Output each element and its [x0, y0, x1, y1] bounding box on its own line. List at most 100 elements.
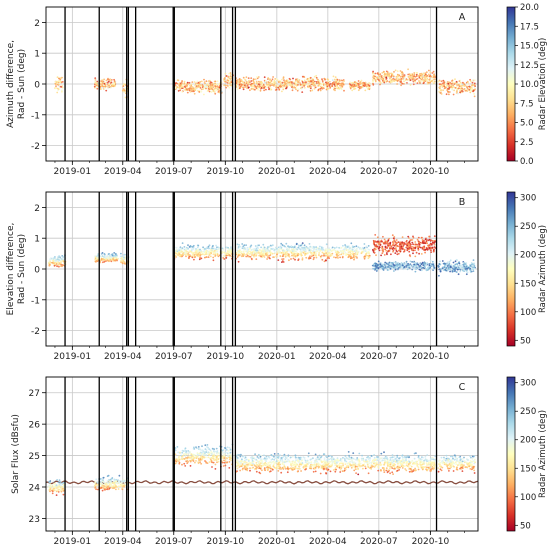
data-point — [187, 452, 190, 455]
data-point — [459, 91, 462, 94]
x-tick-label: 2020-04 — [309, 167, 347, 177]
data-point — [51, 262, 54, 265]
data-point — [115, 480, 117, 483]
data-point — [228, 86, 231, 89]
data-point — [181, 451, 184, 454]
data-point — [390, 253, 392, 256]
data-point — [274, 89, 277, 91]
data-point — [407, 76, 410, 78]
data-point — [292, 248, 294, 251]
data-point — [415, 78, 418, 81]
data-point — [399, 70, 402, 72]
data-point — [403, 263, 406, 266]
data-point — [428, 73, 430, 76]
data-point — [225, 86, 228, 89]
data-point — [202, 248, 205, 251]
data-point — [418, 241, 420, 244]
data-point — [260, 255, 262, 258]
data-point — [422, 264, 425, 267]
x-tick-label: 2019-07 — [155, 167, 193, 177]
data-point — [438, 90, 441, 93]
data-point — [256, 82, 258, 85]
data-point — [250, 83, 253, 86]
data-point — [336, 78, 339, 81]
data-point — [426, 267, 429, 270]
data-point — [366, 88, 369, 90]
data-point — [406, 266, 409, 268]
data-point — [197, 462, 200, 465]
data-point — [325, 243, 328, 246]
colorbar-label: Radar Elevation (deg) — [538, 38, 548, 131]
data-point — [453, 83, 456, 86]
data-point — [434, 75, 436, 78]
data-point — [280, 251, 283, 254]
data-point — [214, 254, 217, 257]
data-point — [455, 92, 458, 94]
data-point — [49, 487, 52, 490]
data-point — [266, 258, 268, 260]
data-point — [118, 474, 121, 477]
data-point — [343, 250, 346, 252]
data-point — [374, 76, 377, 79]
data-point — [381, 245, 384, 248]
data-point — [449, 270, 451, 273]
data-point — [108, 480, 110, 482]
data-point — [100, 486, 103, 489]
y-tick-label: 1 — [34, 50, 40, 60]
data-point — [304, 254, 306, 257]
data-point — [465, 269, 467, 272]
data-point — [317, 85, 320, 87]
data-point — [410, 73, 412, 76]
data-point — [438, 79, 441, 82]
data-point — [463, 85, 466, 88]
data-point — [107, 80, 110, 83]
data-point — [295, 78, 297, 81]
data-point — [354, 87, 357, 90]
data-point — [186, 254, 189, 257]
data-point — [123, 486, 125, 488]
data-point — [295, 87, 298, 90]
data-point — [176, 82, 179, 85]
data-point — [365, 85, 368, 88]
data-point — [195, 254, 198, 256]
data-point — [415, 251, 418, 254]
data-point — [207, 87, 210, 90]
data-point — [260, 251, 262, 254]
data-point — [428, 81, 431, 84]
data-point — [59, 480, 61, 483]
data-point — [376, 268, 379, 271]
data-point — [449, 259, 452, 262]
data-point — [380, 239, 383, 242]
data-point — [57, 264, 60, 266]
data-point — [252, 79, 254, 82]
data-point — [433, 82, 435, 85]
data-point — [212, 86, 215, 88]
data-point — [281, 258, 283, 260]
data-point — [265, 86, 268, 89]
data-point — [207, 456, 210, 459]
data-point — [54, 261, 56, 264]
data-point — [202, 250, 205, 253]
data-point — [382, 235, 384, 238]
data-point — [428, 238, 431, 241]
data-point — [384, 261, 387, 264]
data-point — [405, 246, 408, 249]
data-point — [255, 255, 257, 257]
data-point — [348, 82, 351, 85]
data-point — [57, 260, 60, 262]
data-point — [331, 82, 334, 85]
data-point — [367, 257, 370, 260]
data-point — [117, 257, 119, 260]
data-point — [415, 243, 417, 246]
data-point — [122, 260, 125, 263]
data-point — [462, 266, 465, 269]
data-point — [185, 253, 187, 256]
data-point — [364, 248, 367, 251]
data-point — [396, 245, 399, 247]
data-point — [193, 92, 196, 95]
data-point — [394, 240, 396, 243]
plot-area — [46, 443, 478, 496]
data-point — [185, 250, 188, 253]
data-point — [377, 73, 380, 76]
